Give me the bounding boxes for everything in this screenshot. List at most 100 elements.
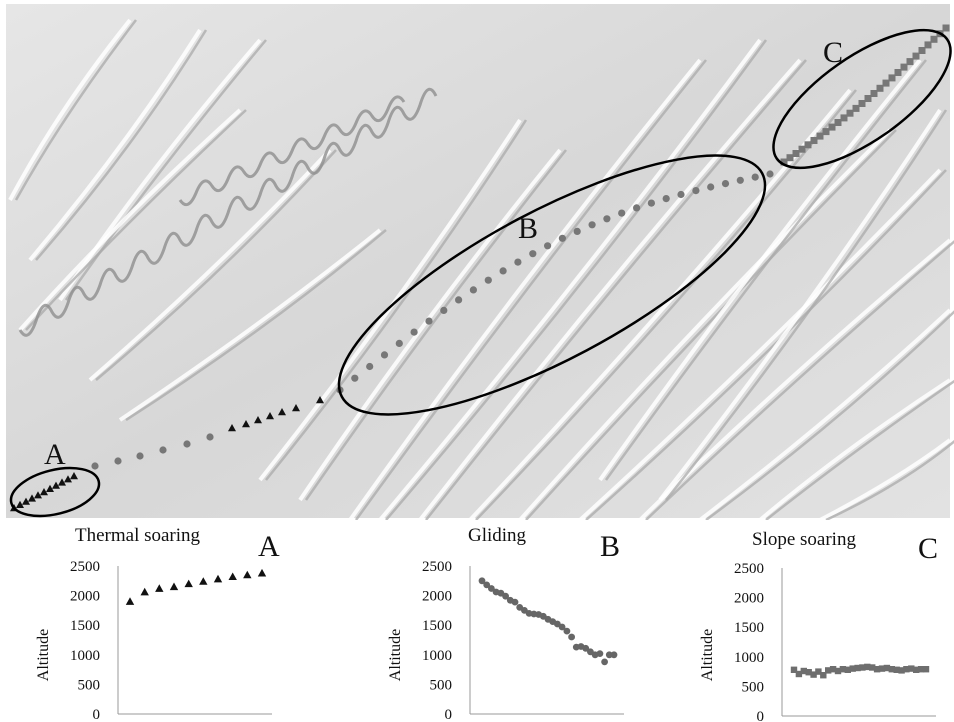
data-point-triangle [125,597,135,605]
map-circle-marker [380,351,389,359]
terrain-ridge-highlight [598,58,922,482]
data-point-circle [610,651,618,659]
map-label-a: A [44,438,66,471]
terrain-ridge-shadow [825,440,954,520]
y-tick-label: 2000 [734,591,764,607]
map-label-b: B [518,212,538,245]
terrain-ridge-highlight [18,108,242,332]
map-triangle-marker [22,497,30,505]
map-circle-marker [603,215,611,223]
map-triangle-marker [52,481,60,489]
map-triangle-marker [242,420,250,428]
map-triangle-marker [266,412,274,420]
map-circle-marker [633,204,641,212]
map-square-marker [798,145,806,153]
terrain-ridge-shadow [304,149,567,501]
data-point-triangle [213,574,223,583]
terrain-ridge-highlight [28,28,202,262]
terrain-ridge-shadow [604,59,927,481]
map-triangle-marker [64,475,72,483]
terrain-ridge-shadow [765,379,954,520]
data-point-circle [601,658,608,666]
data-point-square [859,664,866,671]
chart-panel-letter: A [258,530,280,563]
data-point-square [854,664,861,672]
map-label-c: C [823,36,843,69]
map-triangle-marker [316,396,324,404]
data-point-triangle [140,587,149,596]
data-point-square [844,666,851,673]
map-triangle-marker [16,500,24,508]
map-triangle-marker [292,404,300,412]
map-circle-marker [736,176,744,184]
terrain-ridge-highlight [348,58,702,520]
map-circle-marker [588,221,596,229]
map-triangle-marker [228,424,236,432]
terrain-ridge-highlight [578,168,942,520]
terrain-ridge-highlight [819,438,952,520]
map-square-marker [900,63,908,71]
y-tick-label: 1500 [422,618,452,634]
map-circle-marker [114,457,122,465]
terrain-ridge-highlight [58,38,262,302]
map-triangle-marker [70,472,78,480]
map-triangle-marker [58,478,66,486]
data-point-square [795,670,803,678]
data-point-square [903,666,910,673]
data-point-square [883,664,891,672]
map-square-marker [864,95,872,102]
chart-gliding: Gliding B Altitude 0 500 1000 1500 2000 … [387,525,624,722]
map-square-marker [858,100,866,107]
data-point-square [878,665,886,672]
map-square-marker [846,109,854,117]
terrain-ridge-shadow [265,119,528,481]
map-square-marker [822,128,830,136]
data-point-circle [502,592,509,600]
map-circle-marker [677,190,685,199]
chart-title: Gliding [468,525,527,546]
data-point-circle [563,627,571,635]
terrain-ridge-shadow [645,240,954,520]
y-tick-label: 0 [445,707,453,722]
y-axis-label: Altitude [387,629,404,681]
ellipse-c [772,28,952,170]
map-triangle-marker [46,484,54,492]
map-circle-marker [455,296,463,304]
y-tick-labels: 0 500 1000 1500 2000 2500 [734,561,764,722]
terrain-ridge-highlight [758,378,952,520]
map-circle-marker [721,180,730,188]
chart-panel-letter: B [600,530,620,563]
y-axis-label: Altitude [35,629,52,681]
data-points [125,568,267,605]
map-circle-marker [136,452,144,460]
chart-slope-soaring: Slope soaring C Altitude 0 500 1000 1500… [699,529,938,722]
terrain-ridge-shadow [35,29,208,261]
y-tick-label: 2500 [422,559,452,575]
map-circle-marker [647,199,656,207]
y-tick-label: 0 [757,709,765,722]
map-circle-marker [484,276,492,284]
data-points [478,577,618,666]
terrain-ridge-shadow [475,89,857,520]
map-circle-marker [183,440,191,448]
y-axis-label: Altitude [699,629,716,681]
data-point-square [873,666,881,673]
map-square-marker [828,123,836,131]
map-circle-marker [766,170,774,178]
data-point-square [790,666,798,673]
terrain-ridge-shadow [425,59,807,520]
map-circle-marker [159,446,167,454]
y-tick-labels: 0 500 1000 1500 2000 2500 [70,559,100,722]
map-circle-marker [514,258,522,266]
map-square-marker [786,154,794,162]
data-point-square [908,665,915,672]
y-tick-label: 2500 [734,561,764,577]
chart-title: Thermal soaring [75,525,201,546]
y-tick-label: 500 [742,679,765,695]
data-point-square [913,666,920,673]
terrain-ridge-shadow [665,109,948,501]
terrain-ridge-highlight [698,308,952,520]
map-square-marker [834,119,842,126]
